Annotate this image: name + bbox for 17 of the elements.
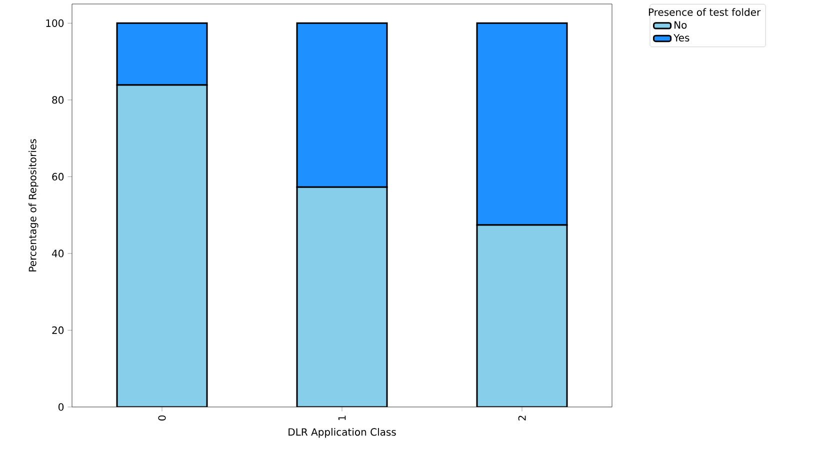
y-tick-label: 0 xyxy=(58,403,64,411)
bar xyxy=(476,224,568,407)
y-tick-label: 60 xyxy=(52,172,64,180)
y-tick-label: 80 xyxy=(52,96,64,104)
legend-title: Presence of test folder xyxy=(648,8,761,16)
x-tick-label: 2 xyxy=(518,416,526,420)
x-axis-title: DLR Application Class xyxy=(288,428,396,438)
y-axis-title: Percentage of Repositories xyxy=(28,139,38,272)
legend-label: No xyxy=(674,21,687,29)
x-tick-label: 0 xyxy=(158,415,166,420)
legend-label: Yes xyxy=(674,34,690,42)
y-tick-label: 100 xyxy=(46,19,64,27)
y-tick-label: 20 xyxy=(52,326,64,334)
bar xyxy=(116,84,208,407)
y-tick-label: 40 xyxy=(52,250,64,258)
x-tick-label: 1 xyxy=(338,416,346,420)
bar xyxy=(296,186,388,407)
